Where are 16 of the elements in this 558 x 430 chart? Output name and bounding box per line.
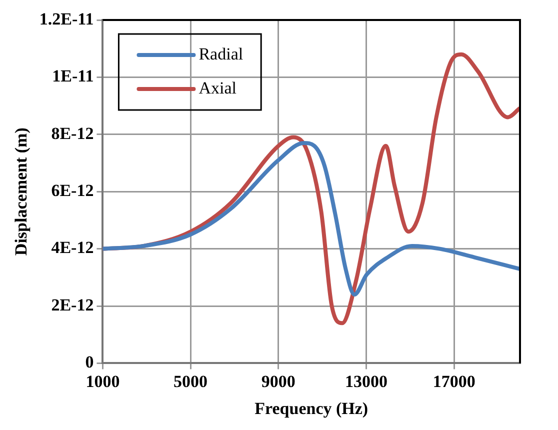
legend-label: Radial [198,44,244,64]
y-tick-label: 8E-12 [51,124,94,143]
y-tick-label: 2E-12 [51,295,94,314]
legend-label: Axial [198,78,237,98]
x-tick-label: 9000 [261,372,296,391]
x-tick-label: 5000 [174,372,208,391]
x-axis-title: Frequency (Hz) [254,399,368,418]
y-tick-label: 1E-11 [52,66,94,86]
y-tick-label: 1.2E-11 [39,9,94,28]
y-tick-label: 0 [85,352,94,372]
x-tick-label: 1000 [86,372,120,391]
x-tick-label: 17000 [432,372,476,391]
y-axis-title: Displacement (m) [12,128,31,256]
y-tick-label: 4E-12 [51,238,94,258]
y-tick-label: 6E-12 [51,180,94,200]
x-tick-label: 13000 [345,372,388,391]
